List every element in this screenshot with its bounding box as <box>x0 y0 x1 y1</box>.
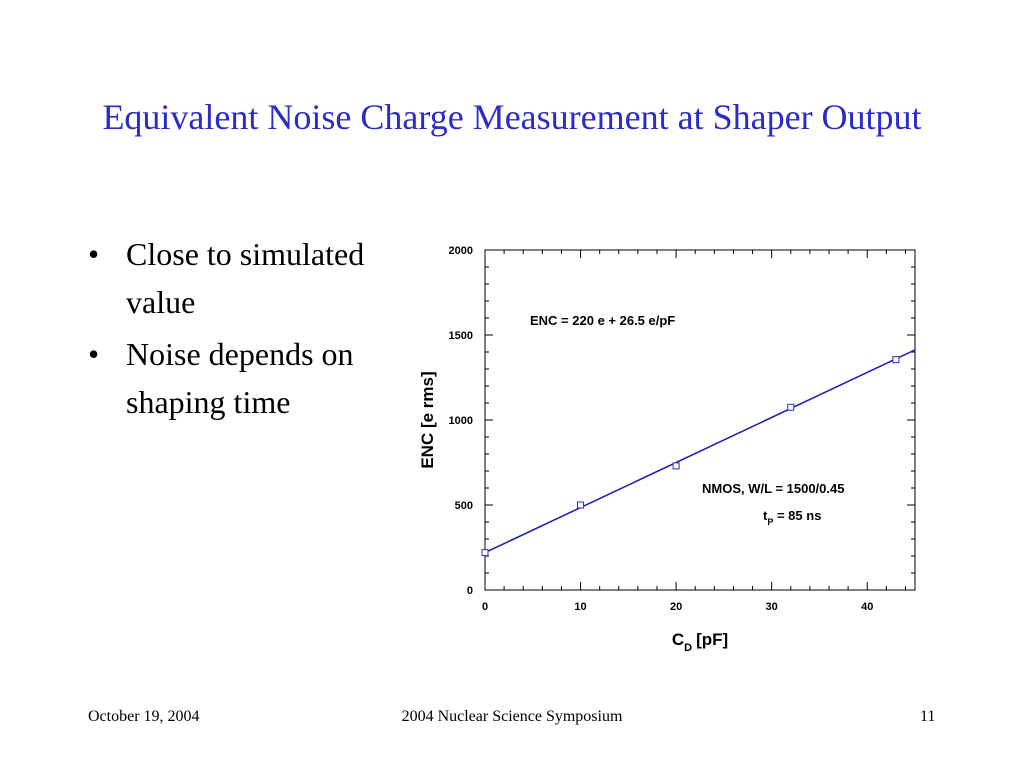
device-annotation: NMOS, W/L = 1500/0.45 <box>702 481 844 496</box>
y-tick-label: 500 <box>455 500 473 512</box>
bullet-dot-icon: • <box>88 336 100 372</box>
y-tick-label: 1500 <box>449 330 473 342</box>
y-tick-label: 2000 <box>449 245 473 257</box>
x-tick-label: 0 <box>482 601 488 613</box>
x-tick-label: 30 <box>766 601 778 613</box>
x-axis-subscript: D <box>684 642 692 654</box>
bullet-text: Noise depends on shaping time <box>126 336 354 420</box>
peaking-time-annotation: tP = 85 ns <box>763 508 821 527</box>
footer-page-number: 11 <box>920 708 936 725</box>
fit-line <box>484 349 916 554</box>
slide-title: Equivalent Noise Charge Measurement at S… <box>102 97 922 137</box>
peaking-time-subscript: P <box>767 517 773 527</box>
data-point <box>481 549 489 557</box>
x-axis-label: CD [pF] <box>672 630 728 654</box>
bullet-item: • Noise depends on shaping time <box>84 330 384 426</box>
y-tick-label: 1000 <box>449 415 473 427</box>
x-tick-label: 20 <box>670 601 682 613</box>
data-point <box>892 356 900 364</box>
data-points <box>481 356 900 557</box>
tick-labels: 0 10 20 30 40 0 500 1000 1500 2000 <box>449 245 874 613</box>
peaking-time-value: = 85 ns <box>773 508 821 523</box>
data-point <box>787 403 795 411</box>
data-point <box>577 501 585 509</box>
peaking-time-symbol: t <box>763 508 768 523</box>
footer-date: October 19, 2004 <box>88 708 200 725</box>
y-tick-label: 0 <box>467 585 473 597</box>
x-axis-symbol: C <box>672 630 684 649</box>
bullet-text: Close to simulated value <box>126 236 365 320</box>
x-tick-label: 40 <box>861 601 873 613</box>
tick-marks <box>484 249 915 591</box>
bullet-dot-icon: • <box>88 236 100 272</box>
fit-equation-annotation: ENC = 220 e + 26.5 e/pF <box>530 313 675 328</box>
plot-frame <box>484 249 916 591</box>
bullet-list: • Close to simulated value • Noise depends… <box>84 230 384 430</box>
bullet-item: • Close to simulated value <box>84 230 384 326</box>
footer-event: 2004 Nuclear Science Symposium <box>401 708 623 725</box>
x-tick-label: 10 <box>574 601 586 613</box>
data-point <box>672 462 680 470</box>
y-axis-label: ENC [e rms] <box>418 371 437 468</box>
x-axis-unit: [pF] <box>696 630 728 649</box>
